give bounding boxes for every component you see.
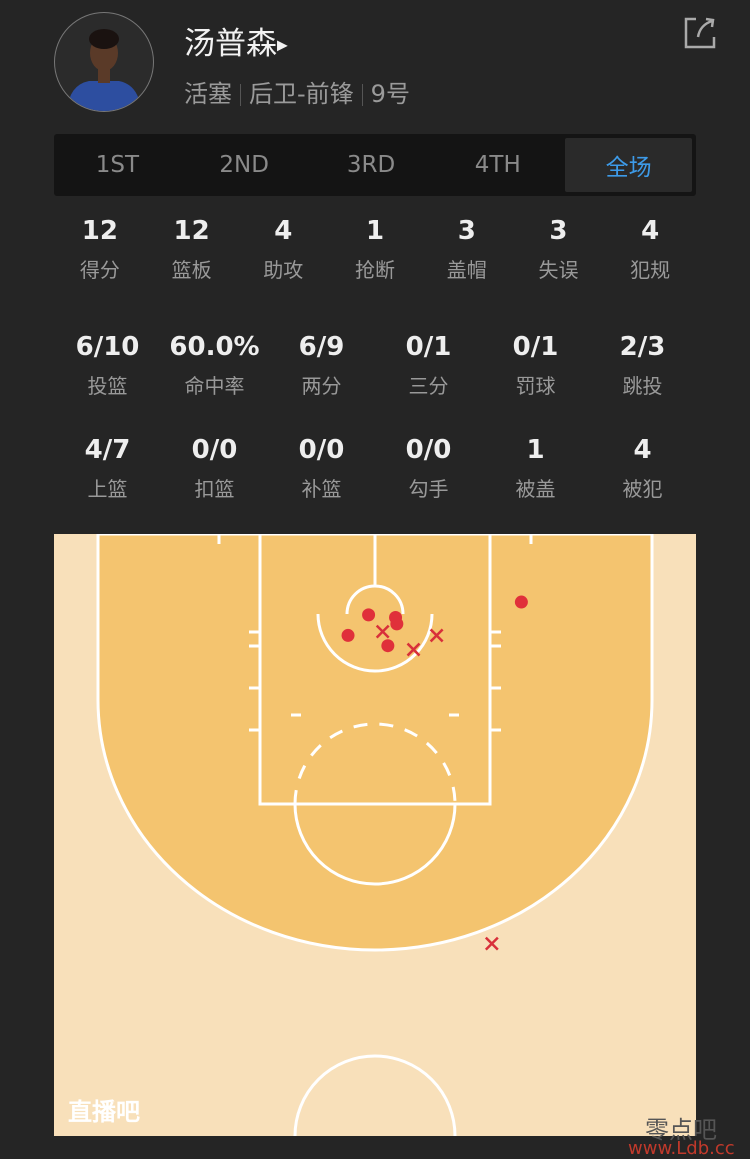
stat-value: 0/1	[512, 332, 559, 362]
stat-value: 4	[641, 216, 660, 246]
tab-1st[interactable]: 1ST	[95, 152, 140, 178]
stat-cell: 0/0 补篮	[268, 435, 375, 502]
team: 活塞	[184, 80, 232, 108]
stat-label: 罚球	[515, 374, 556, 398]
stat-value: 2/3	[619, 332, 666, 362]
shot-made	[381, 639, 395, 653]
stat-value: 1	[526, 435, 545, 465]
stat-value: 6/9	[298, 332, 345, 362]
player-meta: 活塞 后卫-前锋 9号	[184, 74, 410, 109]
stat-label: 篮板	[171, 258, 212, 282]
stat-value: 0/0	[298, 435, 345, 465]
stat-label: 命中率	[184, 374, 245, 398]
stat-label: 扣篮	[194, 477, 235, 501]
stat-label: 失误	[538, 258, 579, 282]
stat-value: 3	[457, 216, 476, 246]
stat-label: 被盖	[515, 477, 556, 501]
watermark-text: 零点吧	[645, 1116, 717, 1144]
stat-label: 犯规	[630, 258, 671, 282]
stats-row-basic: 12 得分 12 篮板 4 助攻 1 抢断 3 盖帽 3 失误 4 犯规	[54, 216, 696, 283]
shot-missed	[406, 642, 421, 657]
player-name[interactable]: 汤普森▶	[184, 26, 288, 62]
stat-cell: 60.0% 命中率	[161, 332, 268, 399]
share-icon[interactable]	[682, 15, 718, 51]
stat-cell: 6/10 投篮	[54, 332, 161, 399]
stat-label: 抢断	[355, 258, 396, 282]
stat-cell: 3 盖帽	[421, 216, 513, 283]
stat-cell: 6/9 两分	[268, 332, 375, 399]
stat-cell: 0/0 勾手	[375, 435, 482, 502]
watermark-url: www.Ldb.cc	[628, 1138, 735, 1159]
three-point-line	[96, 534, 654, 952]
stat-cell: 1 被盖	[482, 435, 589, 502]
stat-label: 上篮	[87, 477, 128, 501]
stat-label: 跳投	[622, 374, 663, 398]
tab-3rd[interactable]: 3RD	[346, 152, 396, 178]
stat-label: 补篮	[301, 477, 342, 501]
shot-made	[341, 628, 355, 642]
stat-cell: 4/7 上篮	[54, 435, 161, 502]
stat-value: 3	[549, 216, 568, 246]
stat-value: 60.0%	[169, 332, 260, 362]
stat-value: 0/1	[405, 332, 452, 362]
position: 后卫-前锋	[249, 80, 354, 108]
tab-4th[interactable]: 4TH	[474, 152, 521, 178]
stat-label: 助攻	[263, 258, 304, 282]
tab-全场[interactable]: 全场	[565, 138, 692, 192]
stat-cell: 4 被犯	[589, 435, 696, 502]
stat-value: 4	[633, 435, 652, 465]
stat-label: 投篮	[87, 374, 128, 398]
shot-missed	[429, 628, 444, 643]
center-circle	[293, 1054, 457, 1136]
stat-cell: 0/1 罚球	[482, 332, 589, 399]
stat-cell: 2/3 跳投	[589, 332, 696, 399]
stat-label: 两分	[301, 374, 342, 398]
stat-label: 三分	[408, 374, 449, 398]
shot-missed	[484, 936, 499, 951]
stat-cell: 12 篮板	[146, 216, 238, 283]
arrow-right-icon: ▶	[277, 37, 288, 54]
jersey-number: 9号	[370, 80, 410, 108]
stat-label: 盖帽	[446, 258, 487, 282]
stat-value: 0/0	[191, 435, 238, 465]
stat-cell: 0/1 三分	[375, 332, 482, 399]
stat-value: 0/0	[405, 435, 452, 465]
stat-value: 6/10	[75, 332, 140, 362]
stat-cell: 12 得分	[54, 216, 146, 283]
stat-cell: 0/0 扣篮	[161, 435, 268, 502]
stat-value: 12	[173, 216, 210, 246]
shot-made	[514, 595, 528, 609]
stats-row-shot-types: 4/7 上篮 0/0 扣篮 0/0 补篮 0/0 勾手 1 被盖 4 被犯	[54, 435, 696, 502]
shot-made	[390, 617, 404, 631]
paint	[258, 534, 492, 806]
stat-cell: 1 抢断	[329, 216, 421, 283]
stat-label: 勾手	[408, 477, 449, 501]
tab-2nd[interactable]: 2ND	[219, 152, 269, 178]
stats-row-shooting: 6/10 投篮 60.0% 命中率 6/9 两分 0/1 三分 0/1 罚球 2/3 跳投	[54, 332, 696, 399]
stat-cell: 4 犯规	[604, 216, 696, 283]
stat-cell: 3 失误	[513, 216, 605, 283]
stat-value: 4	[274, 216, 293, 246]
stat-label: 被犯	[622, 477, 663, 501]
zhibo8-logo: 直播吧	[68, 1098, 140, 1126]
stat-value: 4/7	[84, 435, 131, 465]
shot-made	[362, 608, 376, 622]
stat-cell: 4 助攻	[237, 216, 329, 283]
stat-value: 1	[365, 216, 385, 246]
player-avatar	[54, 12, 154, 112]
shot-chart: 直播吧	[54, 534, 696, 1136]
period-tabs: 1ST 2ND 3RD 4TH 全场	[54, 134, 696, 196]
stat-value: 12	[81, 216, 118, 246]
stat-label: 得分	[79, 258, 120, 282]
shot-missed	[375, 624, 390, 639]
restricted-area	[316, 613, 434, 673]
